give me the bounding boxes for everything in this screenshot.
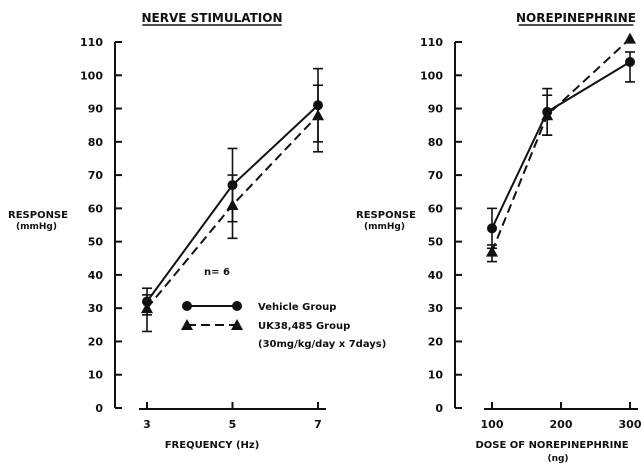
legend-marker-uk38485	[231, 319, 243, 330]
y-tick-label: 50	[88, 236, 104, 249]
sample-size-annotation: n= 6	[204, 267, 230, 278]
y-tick-label: 90	[428, 103, 444, 116]
x-tick-label: 5	[229, 418, 237, 431]
y-tick-label: 70	[88, 169, 104, 182]
y-tick-label: 40	[88, 269, 104, 282]
series-line-vehicle	[491, 61, 631, 229]
legend-marker-vehicle	[232, 301, 242, 311]
x-tick-label: 100	[481, 418, 504, 431]
y-tick-label: 80	[88, 136, 104, 149]
y-tick-label: 20	[88, 335, 104, 348]
y-tick-label: 10	[428, 369, 444, 382]
y-axis-label-unit: (mmHg)	[16, 222, 57, 232]
x-axis-label: FREQUENCY (Hz)	[165, 440, 260, 451]
chart-title: NOREPINEPHRINE	[516, 11, 636, 25]
x-axis-label-unit: (ng)	[547, 454, 568, 464]
data-point-uk38485	[226, 199, 239, 211]
y-tick-label: 70	[428, 169, 444, 182]
data-point-uk38485	[486, 245, 498, 257]
x-axis-label: DOSE OF NOREPINEPHRINE	[475, 440, 628, 451]
data-point-uk38485	[312, 109, 324, 121]
data-point-vehicle	[625, 56, 635, 67]
y-axis-label-unit: (mmHg)	[364, 222, 405, 232]
data-point-uk38485	[624, 32, 636, 44]
legend-marker-uk38485	[181, 319, 193, 330]
y-tick-label: 80	[428, 136, 444, 149]
data-point-vehicle	[487, 223, 497, 234]
y-tick-label: 10	[88, 369, 104, 382]
y-tick-label: 40	[428, 269, 444, 282]
y-tick-label: 110	[420, 36, 443, 49]
y-tick-label: 50	[428, 236, 444, 249]
legend-label-uk38485-dose: (30mg/kg/day x 7days)	[258, 339, 386, 350]
series-line-uk38485	[491, 37, 631, 252]
legend-label-vehicle: Vehicle Group	[258, 302, 336, 313]
data-point-uk38485	[541, 109, 554, 121]
y-tick-label: 30	[88, 302, 104, 315]
y-tick-label: 30	[428, 302, 444, 315]
y-tick-label: 90	[88, 103, 104, 116]
x-tick-label: 3	[143, 418, 151, 431]
y-axis-label: RESPONSE	[8, 210, 68, 221]
y-tick-label: 60	[428, 202, 444, 215]
x-tick-label: 7	[314, 418, 322, 431]
y-tick-label: 0	[435, 402, 443, 415]
x-tick-label: 300	[619, 418, 642, 431]
y-tick-label: 0	[95, 402, 103, 415]
y-tick-label: 60	[88, 202, 104, 215]
x-tick-label: 200	[550, 418, 573, 431]
legend-label-uk38485: UK38,485 Group	[258, 321, 350, 332]
y-tick-label: 20	[428, 335, 444, 348]
chart-title: NERVE STIMULATION	[141, 11, 282, 25]
legend-marker-vehicle	[182, 301, 192, 311]
y-tick-label: 100	[80, 69, 103, 82]
data-point-uk38485	[141, 302, 153, 314]
y-tick-label: 100	[420, 69, 443, 82]
y-tick-label: 110	[80, 36, 103, 49]
y-axis-label: RESPONSE	[356, 210, 416, 221]
